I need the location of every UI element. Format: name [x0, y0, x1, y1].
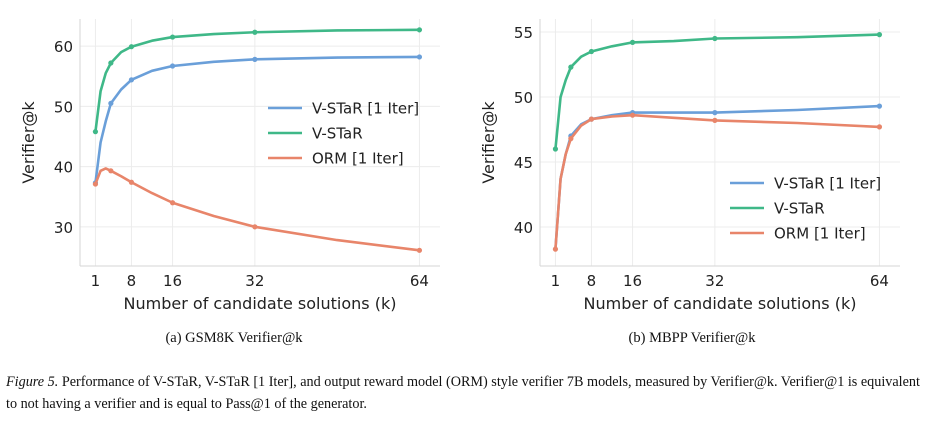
- legend-label: ORM [1 Iter]: [774, 225, 866, 243]
- series-point: [568, 136, 574, 142]
- x-tick-label: 1: [91, 272, 101, 290]
- series-point: [588, 48, 595, 55]
- series-point: [252, 56, 258, 62]
- subcaption-mbpp: (b) MBPP Verifier@k: [628, 330, 756, 346]
- series-point: [128, 77, 135, 83]
- series-point: [712, 110, 718, 116]
- x-tick-label: 8: [587, 272, 597, 290]
- series-point: [629, 112, 636, 118]
- series-line-1: [94, 28, 421, 133]
- x-tick-label: 1: [551, 272, 561, 290]
- chart-mbpp: 1 8 16 32 64 40 45 50 55 Number of candidate solu…: [479, 19, 900, 313]
- y-axis-label: Verifier@k: [19, 101, 38, 184]
- x-tick-label: 64: [410, 272, 429, 290]
- series-point: [552, 146, 559, 152]
- series-line-2: [554, 113, 881, 251]
- series-point: [92, 181, 99, 187]
- series-point: [629, 39, 636, 46]
- series-line-1: [554, 33, 881, 151]
- subcaption-gsm8k: (a) GSM8K Verifier@k: [165, 330, 303, 346]
- legend-label: V-STaR: [774, 200, 825, 218]
- series-point: [588, 116, 595, 122]
- x-tick-label: 32: [245, 272, 264, 290]
- y-tick-label: 40: [54, 159, 73, 177]
- x-tick-label: 16: [623, 272, 642, 290]
- series-point: [108, 100, 114, 106]
- x-tick-label: 64: [870, 272, 889, 290]
- caption-label: Figure 5.: [6, 374, 59, 390]
- x-axis-label: Number of candidate solutions (k): [124, 294, 397, 313]
- x-tick-label: 8: [127, 272, 137, 290]
- series-point: [128, 44, 135, 50]
- y-tick-label: 50: [54, 98, 73, 116]
- y-tick-label: 50: [514, 89, 533, 107]
- y-tick-label: 40: [514, 219, 533, 237]
- legend-label: V-STaR [1 Iter]: [774, 175, 881, 193]
- legend-label: V-STaR [1 Iter]: [312, 100, 419, 118]
- series-point: [712, 117, 718, 123]
- y-tick-label: 30: [54, 219, 73, 237]
- series-point: [876, 103, 883, 109]
- series-point: [876, 124, 883, 130]
- series-point: [876, 31, 883, 38]
- figure-caption: Figure 5. Performance of V-STaR, V-STaR …: [6, 371, 924, 415]
- series-point: [169, 63, 176, 69]
- caption-text: Performance of V-STaR, V-STaR [1 Iter], …: [6, 374, 920, 412]
- y-tick-label: 60: [54, 38, 73, 56]
- x-tick-label: 16: [163, 272, 182, 290]
- series-point: [252, 29, 258, 35]
- series-point: [128, 179, 135, 185]
- series-point: [169, 200, 176, 206]
- series-point: [108, 60, 114, 66]
- legend: V-STaR [1 Iter] V-STaR ORM [1 Iter]: [268, 100, 419, 168]
- x-tick-label: 32: [705, 272, 724, 290]
- series-point: [92, 129, 99, 135]
- series-point: [416, 27, 423, 33]
- series-point: [416, 247, 423, 253]
- series-point: [568, 64, 574, 70]
- series-point: [416, 54, 423, 60]
- series-point: [169, 34, 176, 40]
- series-point: [252, 224, 258, 230]
- series-point: [552, 246, 559, 252]
- x-axis-label: Number of candidate solutions (k): [584, 294, 857, 313]
- chart-gsm8k: 1 8 16 32 64 30 40 50 60 Number of candidate solu…: [19, 19, 440, 313]
- y-tick-label: 45: [514, 154, 533, 172]
- series-line-0: [94, 55, 421, 185]
- y-axis-label: Verifier@k: [479, 101, 498, 184]
- legend: V-STaR [1 Iter] V-STaR ORM [1 Iter]: [730, 175, 881, 243]
- series-point: [108, 168, 114, 174]
- legend-label: V-STaR: [312, 125, 363, 143]
- series-point: [712, 35, 718, 42]
- y-tick-label: 55: [514, 24, 533, 42]
- series-line-2: [94, 167, 421, 252]
- legend-label: ORM [1 Iter]: [312, 150, 404, 168]
